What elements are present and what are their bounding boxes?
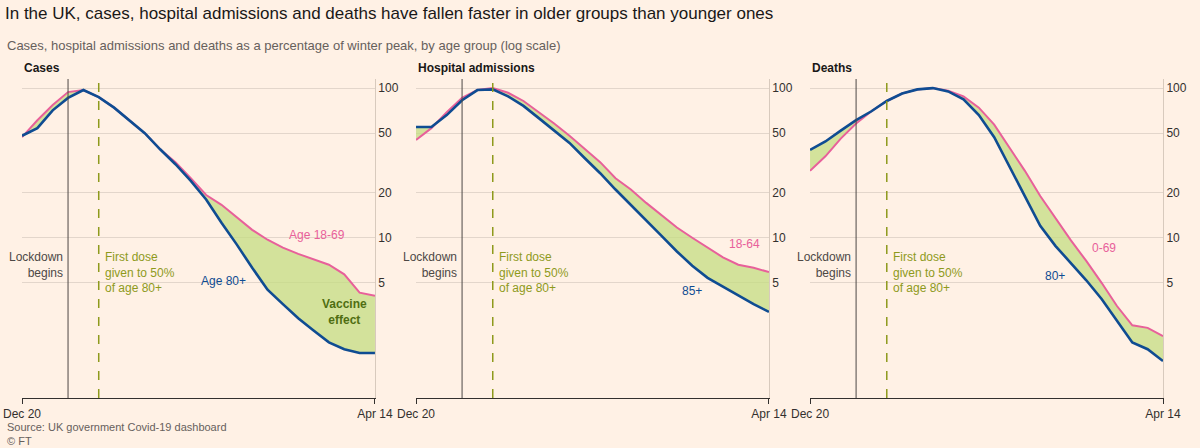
svg-text:Age 80+: Age 80+ bbox=[201, 274, 246, 288]
svg-text:© FT: © FT bbox=[7, 435, 32, 447]
svg-text:First dosegiven to 50%of age 8: First dosegiven to 50%of age 80+ bbox=[499, 250, 569, 295]
svg-text:100: 100 bbox=[772, 81, 792, 95]
svg-text:First dosegiven to 50%of age 8: First dosegiven to 50%of age 80+ bbox=[893, 250, 963, 295]
svg-text:Age 18-69: Age 18-69 bbox=[289, 228, 345, 242]
svg-text:Lockdownbegins: Lockdownbegins bbox=[9, 250, 63, 280]
svg-text:Cases, hospital admissions and: Cases, hospital admissions and deaths as… bbox=[7, 38, 561, 53]
svg-text:50: 50 bbox=[1166, 126, 1180, 140]
svg-text:5: 5 bbox=[378, 276, 385, 290]
svg-text:Hospital admissions: Hospital admissions bbox=[418, 61, 535, 75]
svg-text:Lockdownbegins: Lockdownbegins bbox=[797, 250, 851, 280]
svg-text:10: 10 bbox=[378, 231, 392, 245]
svg-text:50: 50 bbox=[772, 126, 786, 140]
svg-text:100: 100 bbox=[1166, 81, 1186, 95]
svg-text:80+: 80+ bbox=[1045, 269, 1065, 283]
svg-text:Source: UK government Covid-19: Source: UK government Covid-19 dashboard bbox=[7, 421, 227, 433]
svg-text:5: 5 bbox=[1166, 276, 1173, 290]
svg-text:100: 100 bbox=[378, 81, 398, 95]
svg-text:Dec 20: Dec 20 bbox=[397, 407, 435, 421]
svg-text:Lockdownbegins: Lockdownbegins bbox=[403, 250, 457, 280]
svg-text:Apr 14: Apr 14 bbox=[357, 407, 393, 421]
svg-text:Cases: Cases bbox=[24, 61, 60, 75]
svg-text:85+: 85+ bbox=[682, 284, 702, 298]
svg-text:18-64: 18-64 bbox=[729, 237, 760, 251]
svg-text:Dec 20: Dec 20 bbox=[791, 407, 829, 421]
svg-text:Dec 20: Dec 20 bbox=[3, 407, 41, 421]
svg-text:20: 20 bbox=[378, 186, 392, 200]
svg-text:20: 20 bbox=[772, 186, 786, 200]
svg-text:5: 5 bbox=[772, 276, 779, 290]
svg-text:Vaccineeffect: Vaccineeffect bbox=[322, 297, 367, 327]
svg-text:In the UK, cases, hospital adm: In the UK, cases, hospital admissions an… bbox=[5, 4, 773, 23]
svg-text:Apr 14: Apr 14 bbox=[1145, 407, 1181, 421]
svg-text:20: 20 bbox=[1166, 186, 1180, 200]
svg-text:50: 50 bbox=[378, 126, 392, 140]
svg-text:10: 10 bbox=[772, 231, 786, 245]
svg-text:First dosegiven to 50%of age 8: First dosegiven to 50%of age 80+ bbox=[105, 250, 175, 295]
svg-text:Deaths: Deaths bbox=[812, 61, 852, 75]
svg-text:0-69: 0-69 bbox=[1092, 241, 1116, 255]
svg-text:Apr 14: Apr 14 bbox=[751, 407, 787, 421]
svg-text:10: 10 bbox=[1166, 231, 1180, 245]
